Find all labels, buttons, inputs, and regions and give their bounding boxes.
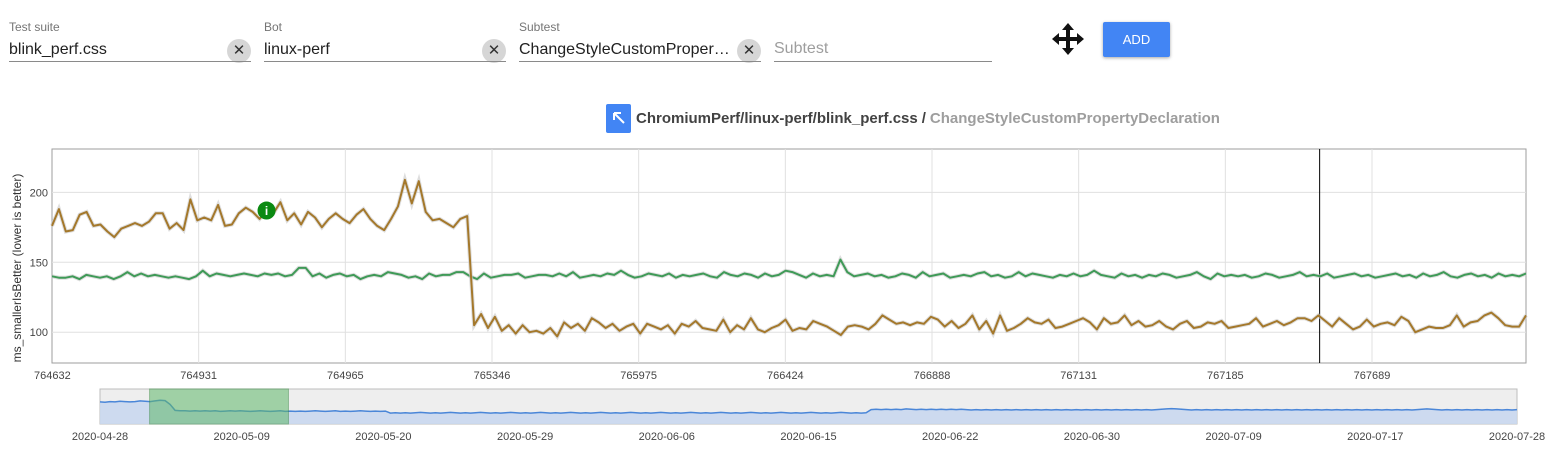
x-tick-label: 764965 <box>327 370 364 382</box>
x-tick-label: 764931 <box>180 370 217 382</box>
close-icon[interactable]: ✕ <box>482 39 506 63</box>
bot-field[interactable]: Bot linux-perf ✕ <box>264 14 506 63</box>
date-tick-label: 2020-07-28 <box>1489 431 1545 443</box>
field-underline <box>774 61 992 62</box>
x-tick-label: 766888 <box>914 370 951 382</box>
date-tick-label: 2020-07-17 <box>1347 431 1403 443</box>
date-tick-label: 2020-04-28 <box>72 431 128 443</box>
series-line-brown <box>51 178 1527 338</box>
date-tick-label: 2020-06-06 <box>639 431 695 443</box>
field-underline <box>264 61 506 62</box>
x-tick-label: 766424 <box>767 370 804 382</box>
plot-area <box>51 148 1527 364</box>
minimap-area <box>100 400 1517 424</box>
anomaly-symbol: i <box>265 204 268 218</box>
title-path[interactable]: ChromiumPerf/linux-perf/blink_perf.css <box>636 109 918 127</box>
date-tick-label: 2020-07-09 <box>1205 431 1261 443</box>
subtest-field[interactable]: Subtest ChangeStyleCustomProperty… ✕ <box>519 14 761 63</box>
close-icon[interactable]: ✕ <box>737 39 761 63</box>
date-tick-label: 2020-06-30 <box>1064 431 1120 443</box>
date-tick-label: 2020-05-29 <box>497 431 553 443</box>
arrow-up-left-icon[interactable] <box>606 103 631 133</box>
field-underline <box>9 61 251 62</box>
x-tick-label: 765346 <box>474 370 511 382</box>
x-tick-label: 765975 <box>620 370 657 382</box>
test-suite-label: Test suite <box>9 20 60 34</box>
title-subtest: ChangeStyleCustomPropertyDeclaration <box>929 109 1220 127</box>
y-axis-label: ms_smallerIsBetter (lower is better) <box>10 174 24 363</box>
info-icon <box>257 201 276 220</box>
y-tick-label: 150 <box>30 257 48 269</box>
title-separator: / <box>921 109 926 127</box>
y-tick-label: 200 <box>30 187 48 199</box>
bot-label: Bot <box>264 20 283 34</box>
date-tick-label: 2020-05-09 <box>214 431 270 443</box>
subtest-input[interactable] <box>774 40 989 58</box>
test-suite-field[interactable]: Test suite blink_perf.css ✕ <box>9 14 251 63</box>
x-tick-label: 767689 <box>1354 370 1391 382</box>
x-tick-label: 767185 <box>1207 370 1244 382</box>
move-arrows-icon[interactable] <box>1051 22 1085 56</box>
field-underline <box>519 61 761 62</box>
subtest-label: Subtest <box>519 20 560 34</box>
minimap-line <box>99 399 1518 414</box>
x-tick-label: 764632 <box>34 370 71 382</box>
chart-title: ChromiumPerf/linux-perf/blink_perf.css /… <box>606 103 1220 133</box>
close-icon[interactable]: ✕ <box>227 39 251 63</box>
main-line-chart[interactable]: 764632 764931 764965 765346 765975 766424 7668… <box>0 0 1550 400</box>
subtest-input-field[interactable] <box>774 14 992 62</box>
date-tick-label: 2020-06-15 <box>780 431 836 443</box>
series-line-green <box>51 258 1527 281</box>
x-tick-label: 767131 <box>1060 370 1097 382</box>
date-tick-label: 2020-06-22 <box>922 431 978 443</box>
date-tick-label: 2020-05-20 <box>355 431 411 443</box>
anomaly-marker: i <box>257 201 276 220</box>
y-tick-label: 100 <box>30 327 48 339</box>
add-button[interactable]: ADD <box>1103 22 1170 57</box>
